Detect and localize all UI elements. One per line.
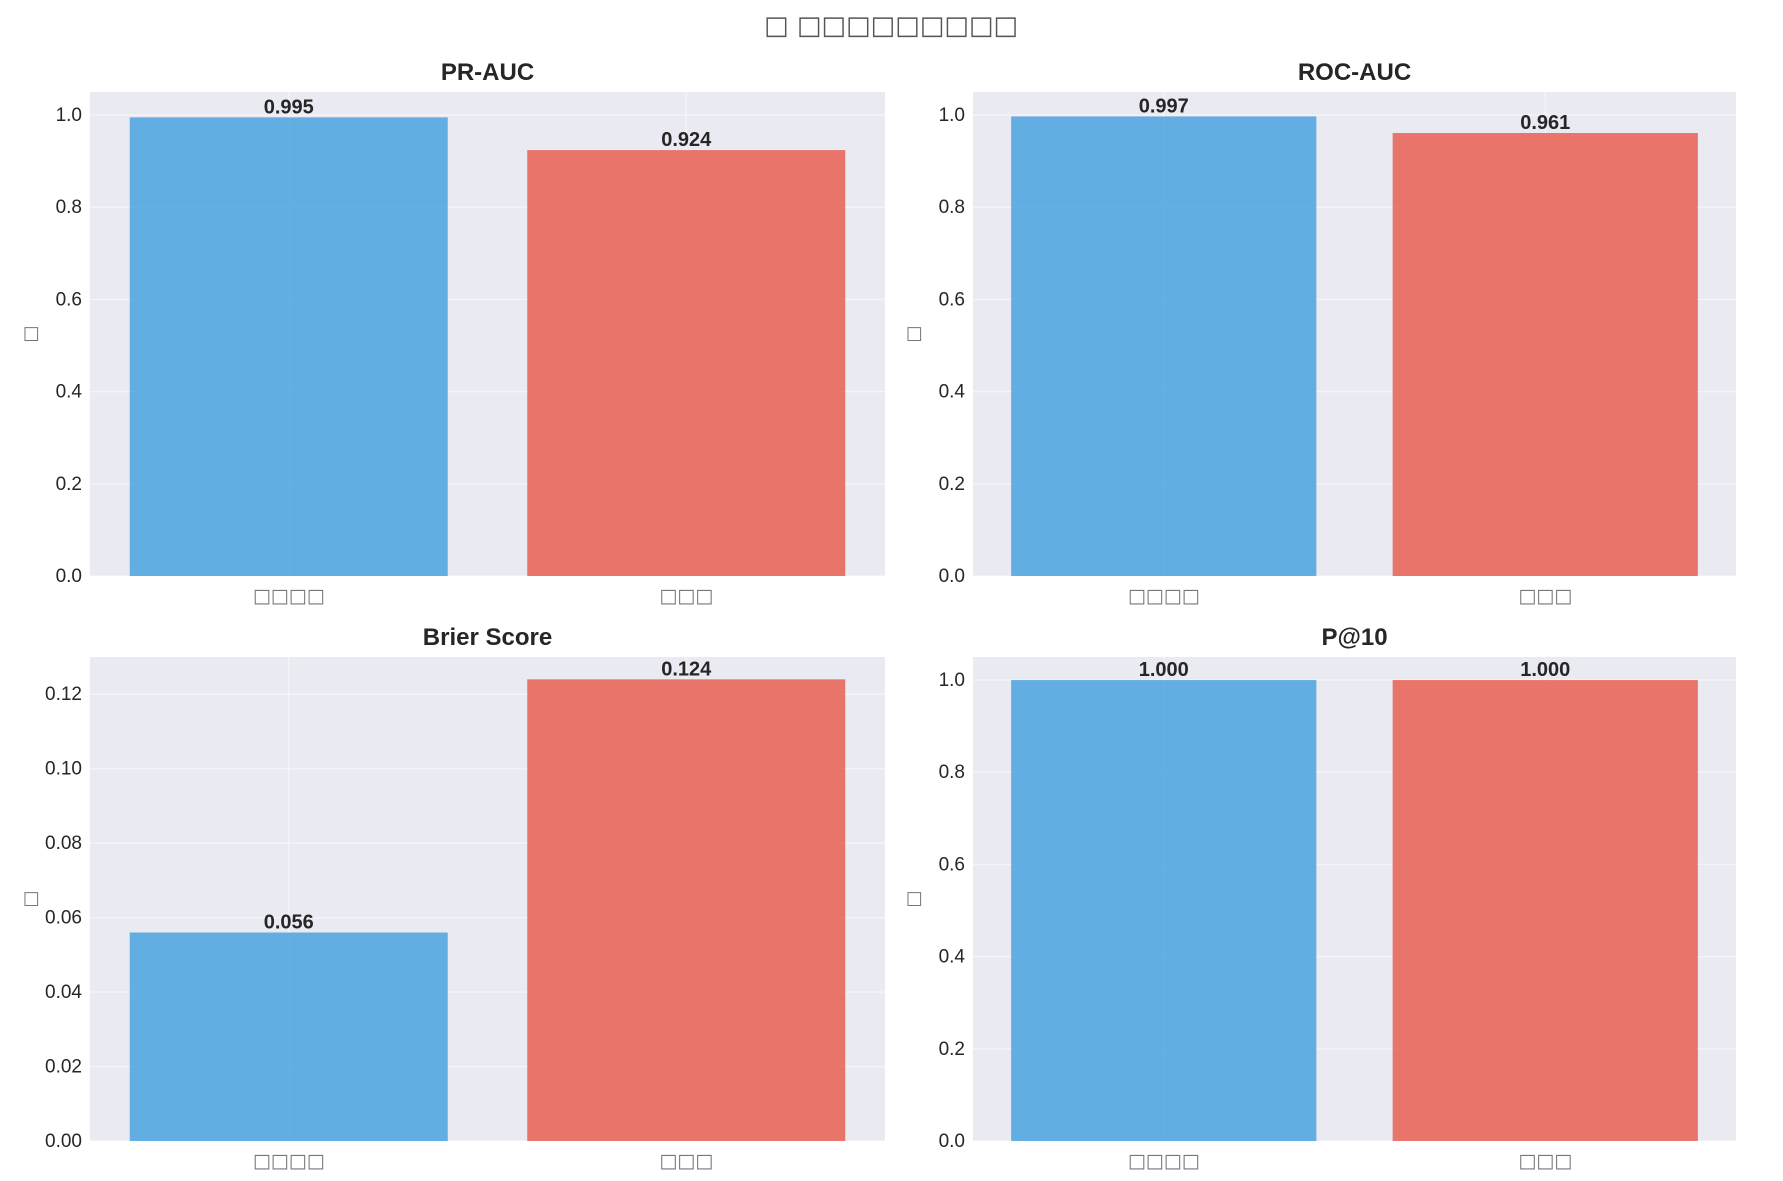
y-axis-label: □ [20, 890, 41, 907]
chart-title: P@10 [1321, 624, 1387, 651]
y-tick-label: 1.0 [56, 105, 82, 126]
bar-2 [1392, 133, 1698, 576]
y-tick-label: 0.08 [45, 833, 82, 854]
bar-value-label: 0.995 [264, 96, 314, 118]
y-tick-label: 0.6 [939, 854, 965, 875]
figure-title: □ □□□□□□□□□ [764, 11, 1018, 41]
y-tick-label: 0.8 [939, 197, 965, 218]
y-tick-label: 0.8 [56, 197, 82, 218]
y-tick-label: 0.6 [56, 289, 82, 310]
chart-title: ROC-AUC [1298, 59, 1411, 86]
y-tick-label: 0.4 [939, 382, 966, 403]
bar-value-label: 0.961 [1520, 112, 1570, 134]
bar-2 [527, 679, 846, 1141]
bar-value-label: 0.924 [661, 129, 712, 151]
chart-panel-3: 0.000.020.040.060.080.100.120.0560.124□□… [20, 624, 885, 1172]
y-axis-label: □ [20, 325, 41, 342]
y-tick-label: 0.02 [45, 1057, 82, 1078]
y-tick-label: 0.06 [45, 908, 82, 929]
y-tick-label: 0.2 [56, 474, 82, 495]
y-tick-label: 0.0 [939, 566, 965, 587]
x-tick-label: □□□□ [253, 1150, 325, 1172]
x-tick-label: □□□□ [253, 585, 325, 607]
x-tick-label: □□□□ [1128, 585, 1200, 607]
y-tick-label: 1.0 [939, 105, 965, 126]
y-tick-label: 0.6 [939, 289, 965, 310]
y-axis-label: □ [903, 890, 924, 907]
x-tick-label: □□□□ [1128, 1150, 1200, 1172]
y-tick-label: 0.4 [939, 947, 966, 968]
bar-value-label: 1.000 [1520, 659, 1570, 681]
x-tick-label: □□□ [659, 585, 713, 607]
bar-value-label: 0.056 [264, 912, 314, 934]
y-axis-label: □ [903, 325, 924, 342]
y-tick-label: 0.0 [56, 566, 82, 587]
chart-title: PR-AUC [441, 59, 534, 86]
bar-value-label: 0.997 [1139, 95, 1189, 117]
bar-2 [1392, 680, 1698, 1141]
y-tick-label: 0.2 [939, 474, 965, 495]
y-tick-label: 0.0 [939, 1131, 965, 1152]
x-tick-label: □□□ [659, 1150, 713, 1172]
bar-value-label: 0.124 [661, 658, 712, 680]
y-tick-label: 0.04 [45, 982, 82, 1003]
x-tick-label: □□□ [1518, 585, 1572, 607]
bar-value-label: 1.000 [1139, 659, 1189, 681]
y-tick-label: 0.2 [939, 1039, 965, 1060]
bar-2 [527, 150, 846, 576]
bar-1 [129, 932, 448, 1141]
y-tick-label: 0.10 [45, 759, 82, 780]
y-tick-label: 0.4 [56, 382, 83, 403]
x-tick-label: □□□ [1518, 1150, 1572, 1172]
y-tick-label: 0.8 [939, 762, 965, 783]
y-tick-label: 1.0 [939, 670, 965, 691]
y-tick-label: 0.00 [45, 1131, 82, 1152]
bar-1 [1011, 680, 1317, 1141]
y-tick-label: 0.12 [45, 684, 82, 705]
chart-title: Brier Score [423, 624, 552, 651]
bar-1 [129, 117, 448, 576]
chart-panel-4: 0.00.20.40.60.81.0 1.000 1.000□□□□ □□□P@10□ [903, 624, 1736, 1172]
bar-1 [1011, 116, 1317, 576]
